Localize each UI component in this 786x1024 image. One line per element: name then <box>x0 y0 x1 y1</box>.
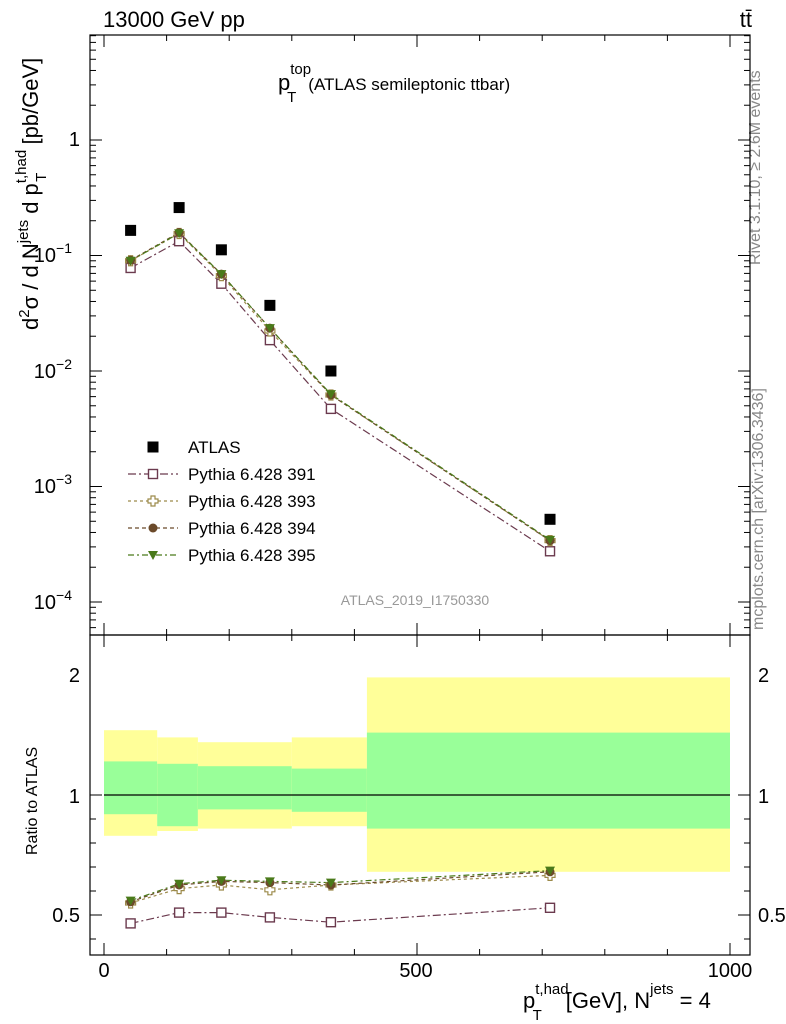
marker-atlas <box>125 224 137 236</box>
main-ytick-label-e2: 10−2 <box>34 356 72 383</box>
mcplots-label: mcplots.cern.ch [arXiv:1306.3436] <box>750 388 767 630</box>
ratio-ytick-label-left: 2 <box>69 665 80 687</box>
energy-label: 13000 GeV pp <box>103 7 245 32</box>
legend-marker-pythia-6-428-393 <box>147 495 159 507</box>
ratio-marker-pythia-6-428-391 <box>173 907 185 918</box>
marker-atlas <box>544 513 556 525</box>
main-ytick-label: 1 <box>69 129 80 151</box>
process-label: tt̄ <box>740 7 752 32</box>
ratio-ytick-label-right: 0.5 <box>758 905 786 927</box>
ratio-marker-pythia-6-428-395 <box>264 877 275 887</box>
ratio-marker-pythia-6-428-391 <box>325 917 337 928</box>
xtick-label: 1000 <box>708 960 753 982</box>
ratio-marker-pythia-6-428-391 <box>264 912 276 923</box>
rivet-label: Rivet 3.1.10, ≥ 2.6M events <box>747 70 764 265</box>
ratio-marker-pythia-6-428-391 <box>216 907 227 918</box>
ratio-marker-pythia-6-428-391 <box>544 902 556 913</box>
legend-marker-pythia-6-428-395 <box>148 551 158 560</box>
marker-atlas <box>215 244 227 256</box>
ratio-line-pythia-6-428-391 <box>130 907 551 924</box>
legend-marker-atlas <box>147 441 159 453</box>
marker-pythia-6-428-395 <box>264 324 275 334</box>
main-ytick-label-e1: 10−1 <box>34 240 72 267</box>
legend-label-393: Pythia 6.428 393 <box>188 492 316 511</box>
marker-pythia-6-428-395 <box>216 270 227 280</box>
series-line-pythia-6-428-395 <box>130 232 551 541</box>
ratio-uncertainty-bands <box>104 677 730 872</box>
ratio-ytick-label-left: 1 <box>69 786 80 808</box>
marker-pythia-6-428-391 <box>264 334 276 346</box>
legend-label-394: Pythia 6.428 394 <box>188 519 316 538</box>
ratio-marker-pythia-6-428-391 <box>125 918 136 929</box>
ratio-series-lines <box>130 870 551 924</box>
ratio-ytick-label-right: 2 <box>758 665 769 687</box>
band-inner <box>104 761 158 815</box>
main-ytick-label-e3: 10−3 <box>34 471 72 498</box>
ratio-marker-pythia-6-428-395 <box>325 878 336 888</box>
analysis-id-label: ATLAS_2019_I1750330 <box>341 592 490 608</box>
ratio-series-markers <box>125 866 556 929</box>
main-ytick-label-e4: 10−4 <box>34 587 72 614</box>
marker-atlas <box>264 299 276 311</box>
main-series-markers <box>125 202 556 557</box>
ratio-marker-pythia-6-428-393 <box>264 884 276 896</box>
marker-pythia-6-428-395 <box>125 256 136 266</box>
main-ylabel: d2σ / d Njets d pt,had T [pb/GeV] <box>13 58 50 330</box>
legend-label-391: Pythia 6.428 391 <box>188 465 316 484</box>
band-inner <box>291 768 367 812</box>
xtick-label: 500 <box>399 960 432 982</box>
ratio-line-pythia-6-428-393 <box>130 874 551 904</box>
marker-pythia-6-428-395 <box>174 229 185 239</box>
marker-atlas <box>325 365 337 377</box>
ratio-line-pythia-6-428-395 <box>130 870 551 902</box>
ratio-ylabel: Ratio to ATLAS <box>24 747 41 855</box>
main-frame <box>89 34 751 636</box>
main-series-lines <box>130 231 551 552</box>
main-title: ptop T(ATLAS semileptonic ttbar) <box>278 61 510 106</box>
ratio-frame <box>89 634 751 956</box>
ratio-panel: 0.5 1 2 0.5 1 2 Ratio to ATLAS 0 500 100… <box>24 634 786 1024</box>
legend-marker-pythia-6-428-391 <box>147 468 159 480</box>
xtick-label: 0 <box>98 960 109 982</box>
band-inner <box>366 732 730 829</box>
xlabel: pt,had T[GeV], Njets = 4 <box>523 981 711 1024</box>
series-line-pythia-6-428-394 <box>130 231 551 542</box>
legend-swatches <box>128 441 178 560</box>
legend-marker-pythia-6-428-394 <box>148 523 158 533</box>
main-panel: 1 10−1 10−2 10−3 10−4 d2σ / d Njets d pt… <box>13 34 751 636</box>
main-axis-ticks <box>90 35 750 635</box>
marker-pythia-6-428-391 <box>544 546 556 557</box>
ratio-marker-pythia-6-428-395 <box>216 876 227 886</box>
ratio-marker-pythia-6-428-395 <box>174 879 185 889</box>
ratio-line-pythia-6-428-394 <box>130 871 551 903</box>
ratio-marker-pythia-6-428-395 <box>545 866 556 876</box>
marker-pythia-6-428-395 <box>545 535 556 545</box>
band-inner <box>197 766 292 810</box>
series-line-pythia-6-428-391 <box>130 240 551 552</box>
marker-pythia-6-428-395 <box>325 390 336 400</box>
series-line-pythia-6-428-393 <box>130 232 551 542</box>
ratio-axis-ticks <box>90 635 750 955</box>
legend: ATLAS Pythia 6.428 391 Pythia 6.428 393 … <box>128 438 316 565</box>
legend-label-395: Pythia 6.428 395 <box>188 546 316 565</box>
ratio-ytick-label-left: 0.5 <box>52 905 80 927</box>
ratio-ytick-label-right: 1 <box>758 786 769 808</box>
marker-atlas <box>173 202 185 214</box>
ratio-marker-pythia-6-428-395 <box>125 896 136 906</box>
legend-label-atlas: ATLAS <box>188 438 241 457</box>
marker-pythia-6-428-391 <box>325 403 337 415</box>
